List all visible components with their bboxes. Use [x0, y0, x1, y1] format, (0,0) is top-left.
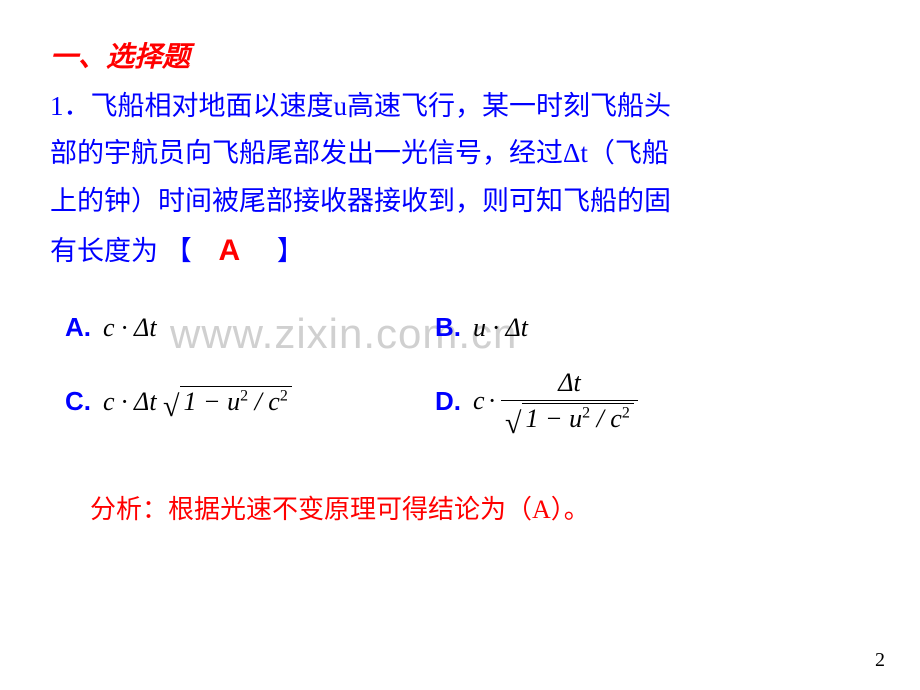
section-header: 一、选择题: [50, 35, 870, 75]
option-c: C. c · Δt √ 1 − u2 / c2: [65, 368, 435, 434]
option-d-formula: c · Δt √ 1 − u2 / c2: [473, 368, 638, 434]
options-row-2: C. c · Δt √ 1 − u2 / c2 D. c · Δt √ 1: [50, 368, 870, 434]
option-b: B. u · Δt: [435, 312, 528, 343]
option-a: A. c · Δt: [65, 312, 435, 343]
options-row-1: A. c · Δt B. u · Δt: [50, 312, 870, 343]
option-c-formula: c · Δt √ 1 − u2 / c2: [103, 386, 292, 417]
analysis-text: 分析：根据光速不变原理可得结论为（A）。: [50, 489, 870, 526]
option-b-label: B.: [435, 312, 461, 343]
question-line4-open: 有长度为 【: [50, 236, 192, 266]
option-b-formula: u · Δt: [473, 313, 528, 343]
answer-letter: A: [219, 225, 241, 278]
option-d-label: D.: [435, 386, 461, 417]
option-a-label: A.: [65, 312, 91, 343]
question-line1: 1．飞船相对地面以速度u高速飞行，某一时刻飞船头: [50, 91, 671, 121]
question-line2: 部的宇航员向飞船尾部发出一光信号，经过Δt（飞船: [50, 138, 669, 168]
option-c-label: C.: [65, 386, 91, 417]
slide-content: 一、选择题 1．飞船相对地面以速度u高速飞行，某一时刻飞船头 部的宇航员向飞船尾…: [50, 35, 870, 526]
page-number: 2: [875, 649, 885, 672]
option-a-formula: c · Δt: [103, 313, 157, 343]
question-line3: 上的钟）时间被尾部接收器接收到，则可知飞船的固: [50, 186, 671, 216]
question-text: 1．飞船相对地面以速度u高速飞行，某一时刻飞船头 部的宇航员向飞船尾部发出一光信…: [50, 83, 870, 277]
option-d: D. c · Δt √ 1 − u2 / c2: [435, 368, 638, 434]
question-line4-close: 】: [277, 236, 304, 266]
